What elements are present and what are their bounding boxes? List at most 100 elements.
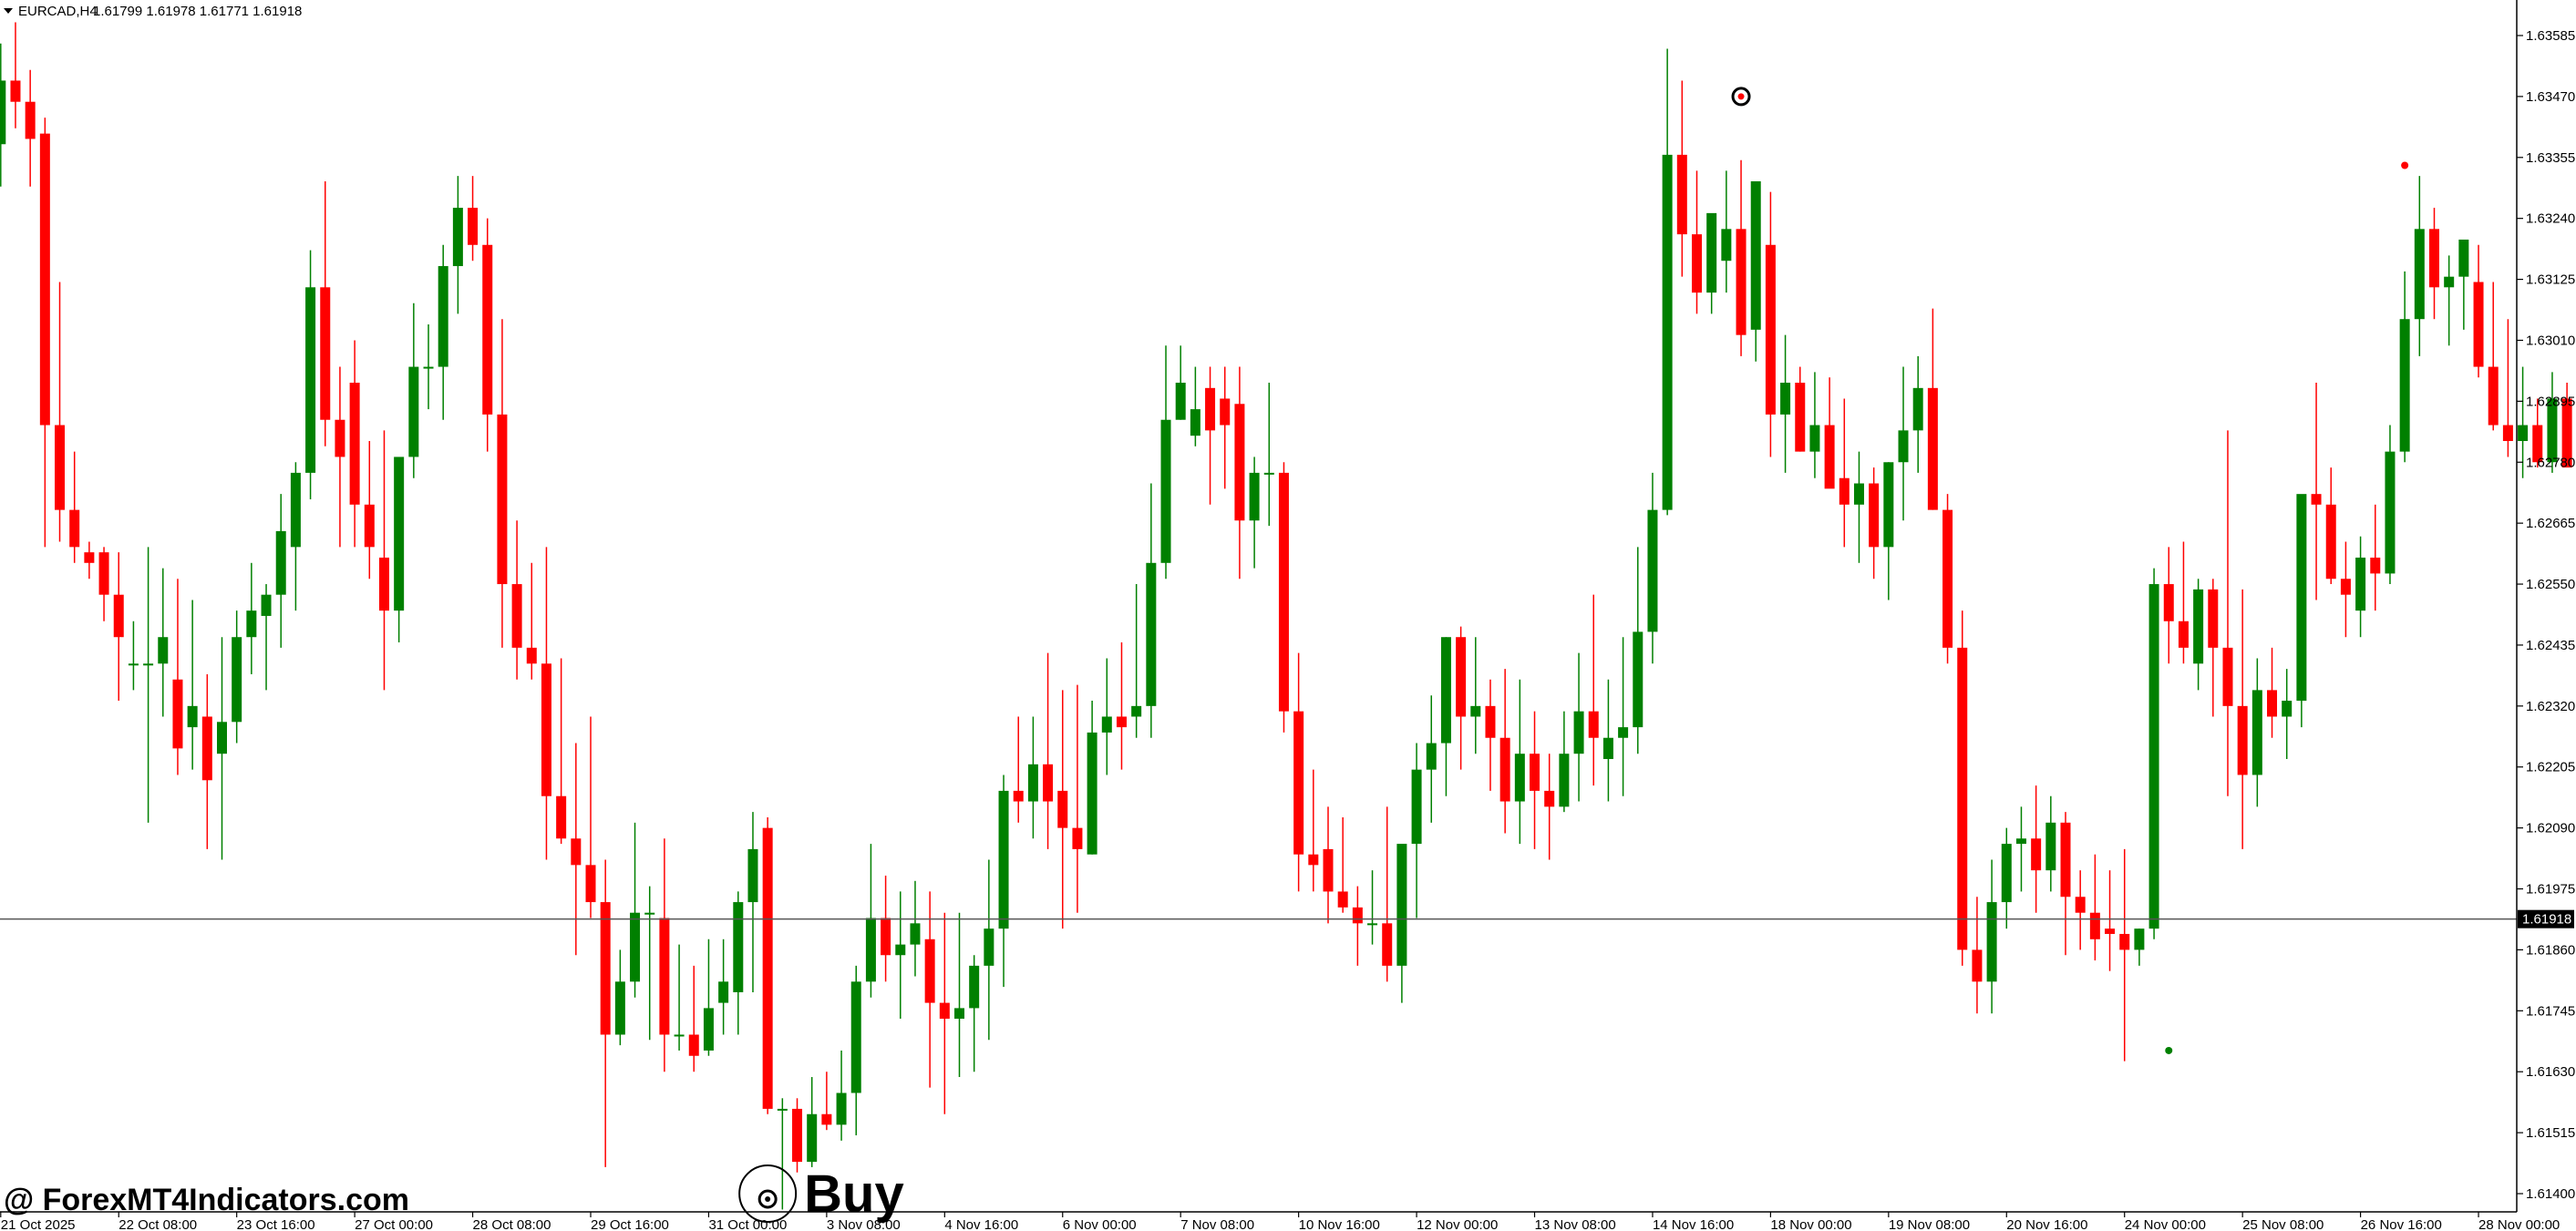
candle-body [2105, 928, 2116, 934]
candle [275, 494, 286, 648]
symbol-dropdown-icon[interactable] [4, 8, 13, 14]
candle-body [1101, 716, 1112, 733]
candle [1131, 584, 1142, 738]
candle-body [1736, 229, 1747, 335]
time-tick-label: 28 Oct 08:00 [473, 1217, 551, 1231]
candle [1175, 345, 1186, 420]
candle-body [261, 594, 272, 616]
candle [2045, 795, 2056, 892]
candle-body [1573, 711, 1584, 754]
price-tick-label: 1.63470 [2526, 89, 2575, 105]
candle [1116, 642, 1127, 770]
candle-body [25, 101, 36, 139]
candle-body [1057, 790, 1068, 828]
candle [998, 775, 1009, 988]
candle-body [1175, 383, 1186, 420]
candle [452, 176, 463, 314]
candle-body [1293, 711, 1304, 855]
candle-body [2163, 584, 2174, 621]
candle [1293, 652, 1304, 892]
current-price-tag-label: 1.61918 [2522, 912, 2571, 928]
time-tick-label: 28 Nov 00:00 [2478, 1217, 2560, 1231]
candle-body [468, 208, 479, 245]
candle [394, 456, 405, 643]
price-tick-label: 1.62435 [2526, 638, 2575, 653]
candle-body [2251, 690, 2262, 775]
candle [881, 875, 891, 982]
candle-body [1647, 509, 1658, 632]
candle [217, 637, 227, 860]
candle-body [201, 716, 212, 781]
candle [246, 562, 257, 674]
candle-body [984, 928, 994, 966]
candle [10, 22, 21, 128]
candle-body [659, 918, 670, 1035]
candle [113, 552, 124, 702]
candle [172, 579, 183, 775]
candle-body [600, 902, 611, 1035]
candle [2532, 398, 2543, 468]
price-tick-label: 1.62090 [2526, 821, 2575, 836]
candle-body [1146, 562, 1157, 706]
candle-body [55, 425, 66, 510]
candle-body [1986, 902, 1997, 982]
candle-body [187, 705, 198, 728]
candle-body [2414, 229, 2425, 320]
candle-body [1160, 419, 1171, 563]
candle [1544, 754, 1555, 860]
price-tick-label: 1.61515 [2526, 1125, 2575, 1141]
candle [2414, 176, 2425, 356]
candle-body [1411, 769, 1422, 845]
candle [910, 880, 921, 977]
candle [600, 859, 611, 1167]
price-tick-label: 1.63010 [2526, 333, 2575, 348]
candle [1633, 547, 1643, 754]
candle [1883, 462, 1894, 600]
candle [924, 891, 935, 1088]
candle [2282, 669, 2293, 760]
candle-body [733, 902, 744, 992]
candle-body [1367, 923, 1378, 926]
candle [2547, 372, 2558, 473]
candle [1220, 366, 1231, 489]
candle-body [1883, 462, 1894, 548]
time-tick-label: 31 Oct 00:00 [708, 1217, 787, 1231]
candle-body [1957, 647, 1968, 950]
candle [2340, 541, 2351, 638]
candle-body [1869, 483, 1880, 548]
time-tick-label: 10 Nov 16:00 [1299, 1217, 1380, 1231]
candle-body [895, 944, 906, 956]
candle [497, 319, 508, 648]
candle-body [1249, 472, 1260, 521]
candle-body [98, 552, 109, 595]
candle [1382, 806, 1393, 982]
candle [1721, 170, 1732, 293]
candle [1839, 398, 1850, 548]
candle-body [1499, 737, 1510, 802]
candle-body [2296, 494, 2307, 702]
candle [1957, 610, 1968, 966]
candle [1205, 366, 1216, 505]
price-tick-label: 1.61860 [2526, 942, 2575, 958]
candle-body [777, 1108, 788, 1111]
price-tick-label: 1.62895 [2526, 394, 2575, 409]
candle [733, 891, 744, 1035]
candle-body [2267, 690, 2278, 717]
candle-body [394, 456, 405, 611]
candle-body [1116, 716, 1127, 728]
candle-body [1676, 154, 1687, 235]
candle-body [954, 1008, 964, 1020]
candle [703, 939, 714, 1056]
candle-body [881, 918, 891, 956]
candle [1278, 462, 1289, 733]
candle-body [2532, 425, 2543, 463]
candle [1456, 626, 1467, 770]
time-tick-label: 4 Nov 16:00 [944, 1217, 1018, 1231]
candle-body [2208, 589, 2219, 648]
candle [2237, 589, 2248, 849]
candle [2399, 271, 2410, 463]
candle [0, 43, 6, 187]
candle [2296, 494, 2307, 728]
candle-body [438, 266, 448, 367]
